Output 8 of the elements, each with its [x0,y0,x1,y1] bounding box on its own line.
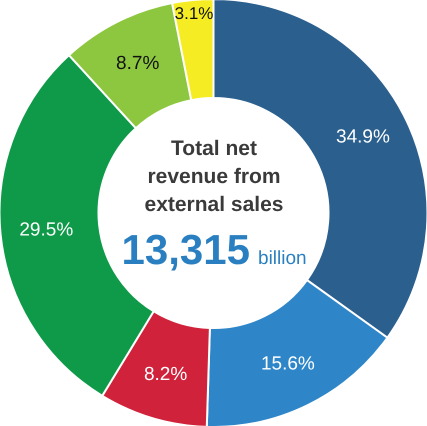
data-label: 34.9% [336,126,390,148]
text: Total net revenue from external sales [144,137,284,216]
data-label: 15.6% [260,354,315,375]
data-label: 8.2% [144,364,188,386]
text: 13,315 [122,226,250,273]
data-label: 8.7% [116,53,160,74]
data-label: 29.5% [19,219,74,240]
text: billion [258,248,307,269]
